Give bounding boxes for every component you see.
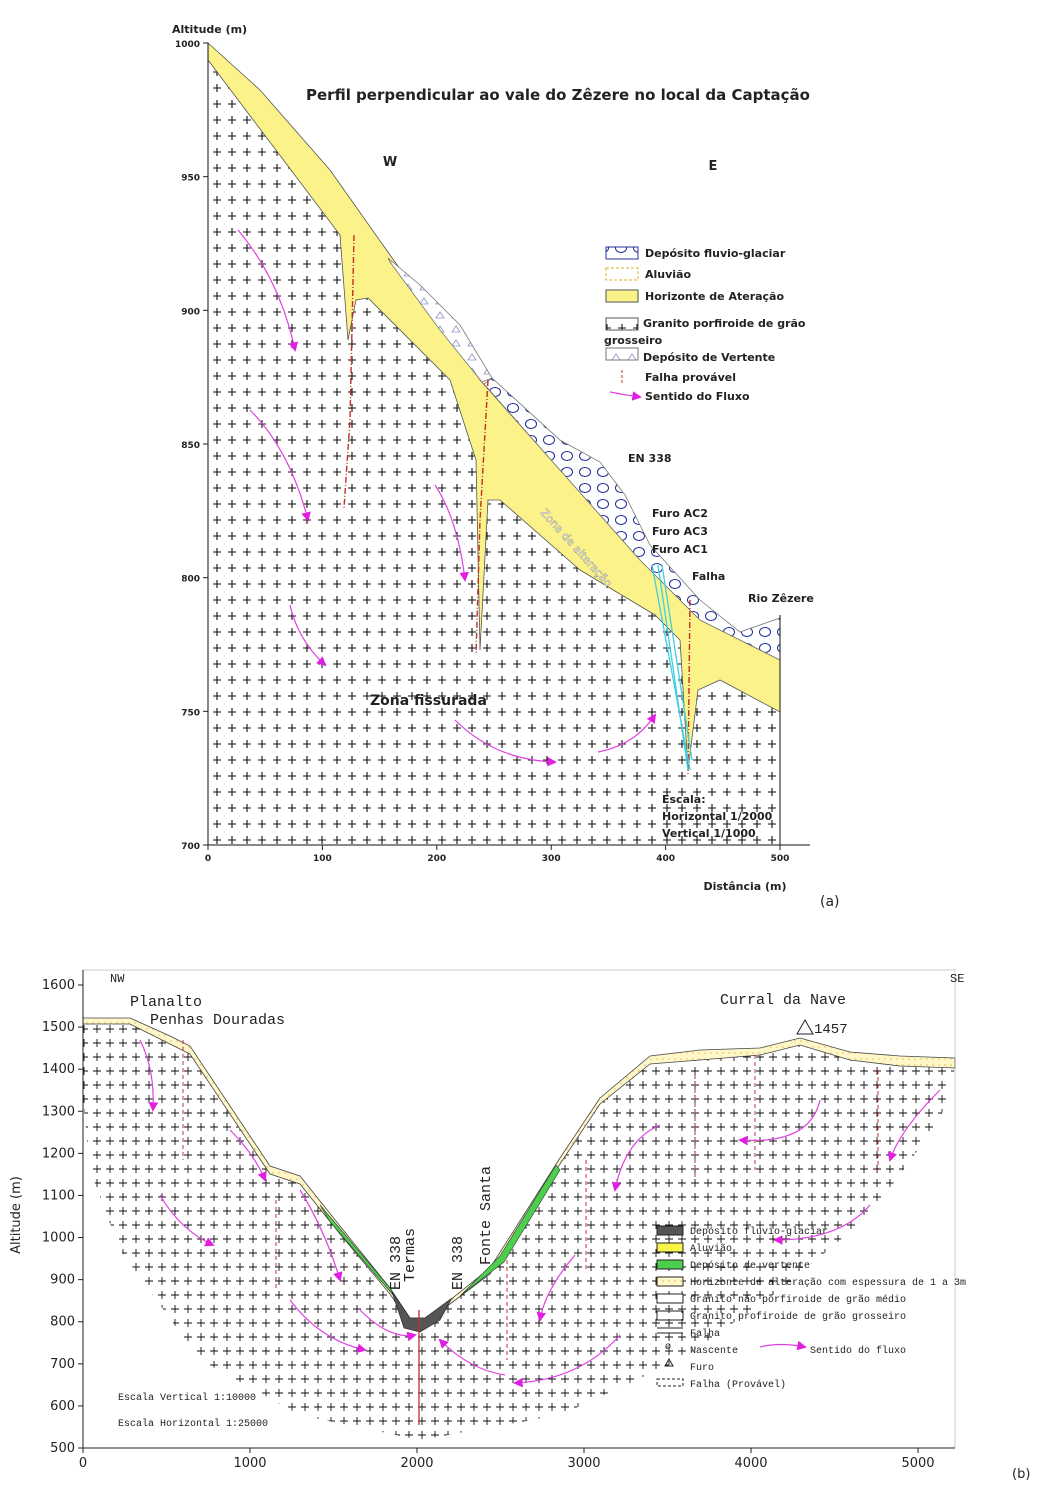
scale-text: Vertical 1/1000 [662,827,756,840]
y-tick-label: 1100 [42,1188,75,1203]
legend-swatch [606,318,638,330]
panel-b: 500 600 700 800 900 1000 1100 1200 1300 1400 1500 1… [9,970,1030,1482]
annotation: Penhas Douradas [150,1012,285,1029]
y-axis-label: Altitude (m) [9,1176,24,1254]
legend-item: Furo [690,1363,714,1374]
summit-marker [797,1020,813,1034]
legend-item: Depósito fluvio-glaciar [645,247,786,260]
legend-swatch [657,1243,683,1252]
y-tick-label: 950 [181,174,200,184]
legend-item: Depósito de vertente [690,1260,810,1272]
legend-symbol: ø [665,1342,671,1353]
scale-text: Escala Vertical 1:10000 [118,1392,256,1404]
x-tick-label: 300 [542,854,561,864]
x-tick-label: 0 [79,1456,87,1471]
title: Perfil perpendicular ao vale do Zêzere n… [306,86,810,104]
x-tick-label: 400 [656,854,675,864]
annotation: Termas [402,1228,419,1282]
legend-swatch [610,392,640,397]
legend-swatch [606,268,638,280]
legend-swatch [606,348,638,360]
legend-item: Aluvião [690,1243,732,1255]
legend-item: Aluvião [645,268,691,281]
panel-label: (a) [820,894,840,910]
y-tick-label: 1200 [42,1146,75,1161]
annotation: Rio Zêzere [748,592,814,605]
y-tick-label: 600 [50,1399,75,1414]
y-tick-label: 900 [50,1273,75,1288]
y-tick-label: 1500 [42,1020,75,1035]
direction: NW [110,972,125,986]
panel-a: 700 750 800 850 900 950 1000 0 100 200 300 400 500 A… [172,23,840,910]
annotation: EN 338 [628,452,672,465]
x-axis-label: Distância (m) [703,880,786,893]
y-tick-label: 1600 [42,978,75,993]
y-tick-label: 700 [181,842,200,852]
legend-swatch [657,1294,683,1303]
legend-item: Granito profiroide de grão grosseiro [690,1311,906,1323]
y-tick-label: 800 [50,1315,75,1330]
annotation: Planalto [130,994,202,1011]
x-tick-label: 500 [771,854,790,864]
legend-item: Depósito fluvio-glaciar [690,1226,828,1238]
legend-item: Granito porfiroide de grão [643,317,806,330]
legend-item: Falha (Provável) [690,1379,786,1391]
x-tick-label: 5000 [901,1456,934,1471]
y-tick-label: 750 [181,708,200,718]
direction: E [709,159,718,174]
y-tick-label: 1300 [42,1104,75,1119]
panel-label: (b) [1012,1467,1030,1482]
annotation: Furo AC1 [652,543,708,556]
x-tick-label: 100 [313,854,332,864]
legend-item: Falha provável [645,371,736,384]
y-tick-label: 900 [181,307,200,317]
annotation: EN 338 [450,1236,467,1290]
y-tick-label: 800 [181,575,200,585]
legend-item: Falha [690,1328,720,1340]
annotation: Furo AC2 [652,507,708,520]
figure: 700 750 800 850 900 950 1000 0 100 200 300 400 500 A… [0,0,1038,1485]
legend-swatch [657,1311,683,1320]
annotation: Furo AC3 [652,525,708,538]
direction: W [383,155,397,170]
y-tick-label: 1000 [42,1231,75,1246]
y-tick-label: 1400 [42,1062,75,1077]
legend-item: Sentido do Fluxo [645,390,750,403]
legend-item: grosseiro [604,334,663,347]
legend-item: Nascente [690,1346,738,1357]
scale-text: Escala Horizontal 1:25000 [118,1418,268,1430]
annotation: Fonte Santa [478,1166,495,1265]
scale-text: Horizontal 1/2000 [662,810,773,823]
annotation: Falha [692,570,725,583]
x-tick-label: 3000 [567,1456,600,1471]
legend-swatch [606,247,638,259]
x-tick-label: 2000 [400,1456,433,1471]
annotation: Curral da Nave [720,992,846,1009]
legend-swatch [657,1260,683,1269]
legend-item: Sentido do fluxo [810,1345,906,1357]
legend-swatch [657,1379,683,1386]
y-tick-label: 1000 [175,40,200,50]
x-tick-label: 1000 [233,1456,266,1471]
legend-item: Horizonte de Ateração [645,290,784,303]
scale-text: Escala: [662,793,706,806]
x-tick-label: 200 [427,854,446,864]
x-tick-label: 4000 [734,1456,767,1471]
y-tick-label: 850 [181,441,200,451]
legend-item: Granito não porfiroide de grão médio [690,1294,906,1306]
y-axis-label: Altitude (m) [172,23,247,36]
y-tick-label: 500 [50,1441,75,1456]
direction: SE [950,972,964,986]
legend-item: Horizonte de alteração com espessura de … [690,1277,966,1289]
legend-swatch [606,290,638,302]
legend-swatch [657,1277,683,1286]
legend-item: Depósito de Vertente [643,351,775,364]
annotation: 1457 [814,1022,848,1038]
annotation: Zona fissurada [370,693,487,709]
legend: Depósito fluvio-glaciar Aluvião Horizont… [604,247,806,403]
legend-swatch [657,1226,683,1235]
x-tick-label: 0 [205,854,211,864]
y-tick-label: 700 [50,1357,75,1372]
legend-swatch [760,1345,805,1348]
